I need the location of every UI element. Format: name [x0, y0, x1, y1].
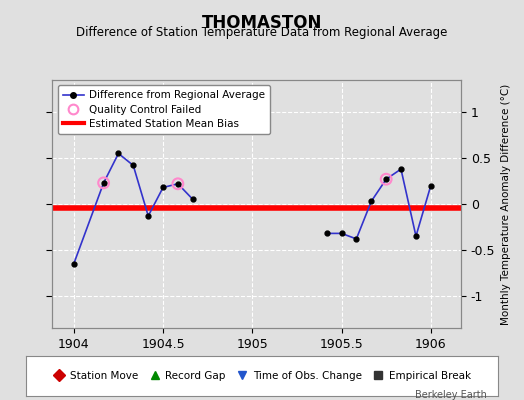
Text: THOMASTON: THOMASTON	[202, 14, 322, 32]
Point	[382, 176, 390, 182]
Point	[100, 180, 108, 186]
Legend: Difference from Regional Average, Quality Control Failed, Estimated Station Mean: Difference from Regional Average, Qualit…	[58, 85, 270, 134]
Point	[173, 180, 182, 187]
Y-axis label: Monthly Temperature Anomaly Difference (°C): Monthly Temperature Anomaly Difference (…	[501, 83, 511, 325]
Text: Berkeley Earth: Berkeley Earth	[416, 390, 487, 400]
Legend: Station Move, Record Gap, Time of Obs. Change, Empirical Break: Station Move, Record Gap, Time of Obs. C…	[49, 367, 475, 385]
Text: Difference of Station Temperature Data from Regional Average: Difference of Station Temperature Data f…	[77, 26, 447, 39]
